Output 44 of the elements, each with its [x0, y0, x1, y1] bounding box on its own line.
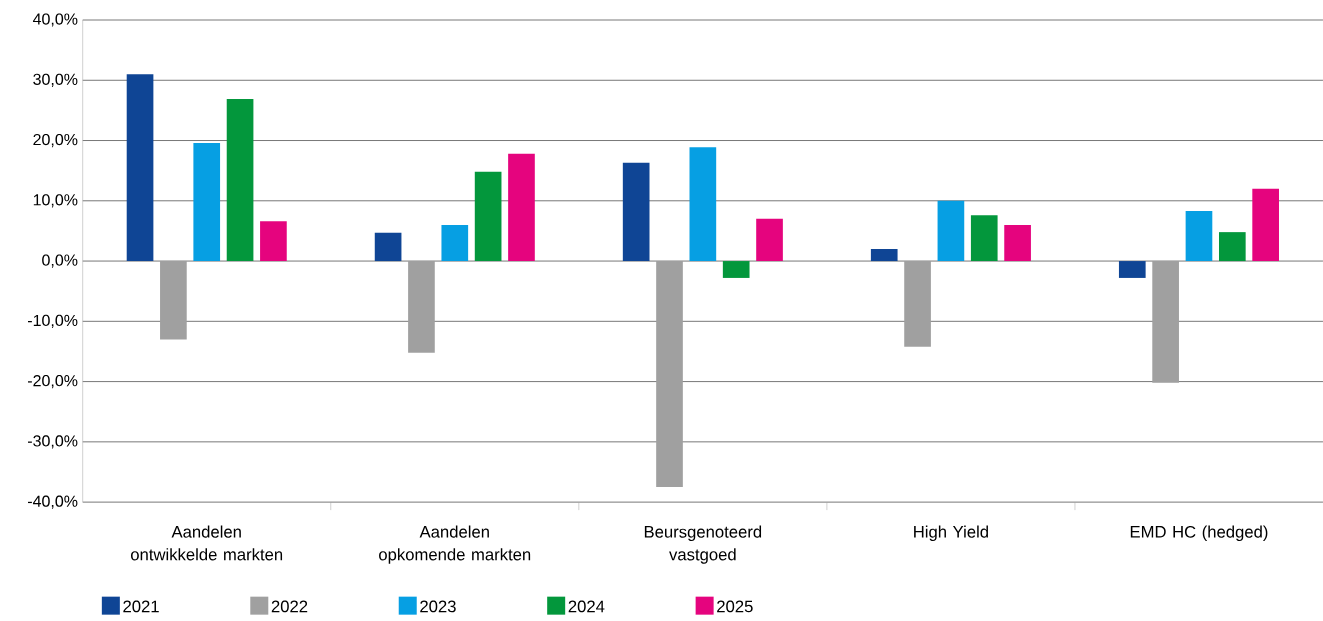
bar: [622, 162, 650, 262]
bar: [226, 99, 254, 262]
y-tick-label: 10,0%: [33, 194, 78, 208]
bar: [756, 218, 783, 262]
y-tick-label: 20,0%: [33, 134, 78, 148]
bar: [1004, 224, 1031, 262]
y-tick-label: 40,0%: [32, 13, 78, 27]
bar: [656, 261, 683, 488]
x-tick-label: Beursgenoteerd vastgoed: [644, 525, 762, 564]
bar: [689, 147, 717, 262]
y-tick-label: -30,0%: [27, 435, 78, 449]
y-tick-label: -20,0%: [27, 375, 78, 389]
bar: [408, 261, 435, 353]
bar: [870, 249, 898, 262]
bar: [904, 261, 931, 347]
bar: [1185, 211, 1213, 262]
bar: [937, 200, 965, 262]
bar: [126, 74, 154, 262]
y-tick-label: 0,0%: [42, 254, 78, 268]
bar: [1118, 261, 1146, 279]
bar: [1252, 188, 1279, 262]
x-tick-label: Aandelen ontwikkelde markten: [130, 525, 283, 561]
legend-label: 2021: [123, 600, 159, 613]
x-tick-label: High Yield: [914, 525, 988, 542]
legend-label: 2024: [568, 600, 605, 613]
bar: [374, 232, 402, 262]
bar: [508, 153, 535, 262]
y-tick-label: -40,0%: [27, 495, 78, 509]
bar: [160, 261, 187, 340]
legend-label: 2025: [717, 600, 753, 613]
legend-label: 2023: [420, 600, 456, 613]
y-tick-label: 30,0%: [33, 73, 78, 87]
x-tick-label: Aandelen opkomende markten: [379, 525, 531, 564]
y-tick-label: -10,0%: [27, 314, 78, 329]
bar: [193, 143, 221, 262]
bar: [1218, 232, 1246, 262]
bar: [722, 261, 750, 279]
bar: [441, 224, 469, 262]
bar: [970, 215, 998, 262]
bar: [1152, 261, 1179, 383]
x-tick-label: EMD HC (hedged): [1130, 525, 1268, 542]
bar: [260, 221, 287, 262]
legend-label: 2022: [271, 600, 308, 613]
bar: [474, 171, 502, 262]
